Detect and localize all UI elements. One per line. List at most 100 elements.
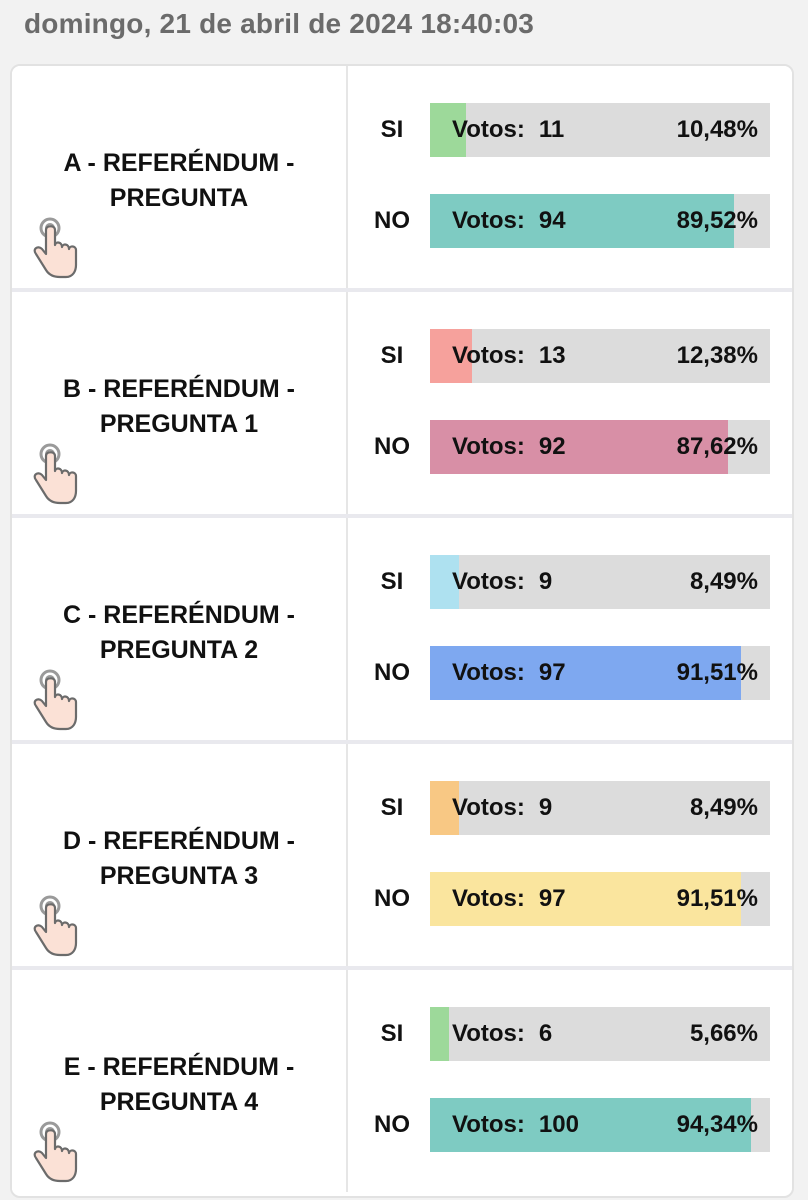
question-title-line2: PREGUNTA 1: [99, 410, 259, 438]
votes-text-no: Votos: 100: [452, 1098, 579, 1152]
result-bar-fill-si: [430, 555, 459, 609]
result-bar-fill-si: [430, 103, 466, 157]
tap-hand-icon[interactable]: [26, 668, 80, 732]
card-divider: [12, 740, 792, 744]
question-title-cell[interactable]: B - REFERÉNDUM - PREGUNTA 1: [12, 292, 348, 514]
option-label-si: SI: [380, 1020, 404, 1047]
question-title-line1: A - REFERÉNDUM -: [63, 149, 295, 177]
option-label-si: SI: [380, 568, 404, 595]
votes-label: Votos:: [452, 116, 525, 143]
tap-hand-icon[interactable]: [26, 1120, 80, 1184]
result-bar-fill-no: [430, 194, 735, 248]
percent-no: 91,51%: [676, 659, 758, 686]
result-bar-si: Votos: 11 10,48%: [430, 103, 770, 157]
votes-count-si: 9: [538, 568, 553, 595]
votes-label: Votos:: [452, 568, 525, 595]
votes-count-si: 11: [538, 116, 565, 143]
result-bar-no: Votos: 97 91,51%: [430, 872, 770, 926]
question-title-cell[interactable]: E - REFERÉNDUM - PREGUNTA 4: [12, 970, 348, 1192]
question-card[interactable]: A - REFERÉNDUM - PREGUNTA SI Votos: 11 10…: [12, 66, 792, 288]
votes-label: Votos:: [452, 1111, 525, 1138]
percent-no: 94,34%: [676, 1111, 758, 1138]
votes-count-no: 100: [538, 1111, 579, 1138]
result-bar-si: Votos: 13 12,38%: [430, 329, 770, 383]
question-card[interactable]: D - REFERÉNDUM - PREGUNTA 3 SI Votos: 9 8…: [12, 744, 792, 966]
results-panel: A - REFERÉNDUM - PREGUNTA SI Votos: 11 10…: [10, 64, 794, 1198]
question-title-line1: B - REFERÉNDUM -: [63, 375, 295, 403]
votes-label: Votos:: [452, 1020, 525, 1047]
votes-text-no: Votos: 94: [452, 194, 566, 248]
result-bar-no: Votos: 100 94,34%: [430, 1098, 770, 1152]
percent-si: 10,48%: [676, 116, 758, 143]
card-divider: [12, 966, 792, 970]
result-bar-fill-no: [430, 420, 728, 474]
question-card[interactable]: B - REFERÉNDUM - PREGUNTA 1 SI Votos: 13 …: [12, 292, 792, 514]
question-title-line2: PREGUNTA: [109, 184, 249, 212]
question-title-line2: PREGUNTA 3: [99, 862, 259, 890]
percent-si: 5,66%: [689, 1020, 758, 1047]
votes-label: Votos:: [452, 794, 525, 821]
card-divider: [12, 288, 792, 292]
votes-text-no: Votos: 97: [452, 872, 566, 926]
option-label-no: NO: [374, 885, 410, 912]
question-title: E - REFERÉNDUM - PREGUNTA 4: [12, 1050, 346, 1120]
datetime-label: domingo, 21 de abril de 2024 18:40:03: [24, 8, 535, 39]
question-title-cell[interactable]: A - REFERÉNDUM - PREGUNTA: [12, 66, 348, 288]
votes-label: Votos:: [452, 885, 525, 912]
percent-no: 91,51%: [676, 885, 758, 912]
votes-count-no: 92: [538, 433, 566, 460]
option-label-no: NO: [374, 433, 410, 460]
result-bar-no: Votos: 97 91,51%: [430, 646, 770, 700]
percent-no: 87,62%: [676, 433, 758, 460]
question-card[interactable]: E - REFERÉNDUM - PREGUNTA 4 SI Votos: 6 5…: [12, 970, 792, 1192]
question-title: D - REFERÉNDUM - PREGUNTA 3: [12, 824, 346, 894]
result-bar-si: Votos: 9 8,49%: [430, 555, 770, 609]
tap-hand-icon[interactable]: [26, 442, 80, 506]
question-title-line2: PREGUNTA 4: [99, 1088, 259, 1116]
votes-count-no: 97: [538, 885, 566, 912]
result-bar-no: Votos: 94 89,52%: [430, 194, 770, 248]
option-label-no: NO: [374, 1111, 410, 1138]
percent-no: 89,52%: [676, 207, 758, 234]
votes-text-no: Votos: 92: [452, 420, 566, 474]
votes-count-no: 94: [538, 207, 566, 234]
question-title-cell[interactable]: D - REFERÉNDUM - PREGUNTA 3: [12, 744, 348, 966]
votes-text-si: Votos: 9: [452, 555, 552, 609]
percent-si: 8,49%: [689, 794, 758, 821]
votes-text-si: Votos: 11: [452, 103, 564, 157]
result-bar-no: Votos: 92 87,62%: [430, 420, 770, 474]
votes-count-no: 97: [538, 659, 566, 686]
question-card[interactable]: C - REFERÉNDUM - PREGUNTA 2 SI Votos: 9 8…: [12, 518, 792, 740]
result-bar-si: Votos: 9 8,49%: [430, 781, 770, 835]
card-divider: [12, 514, 792, 518]
option-label-si: SI: [380, 116, 404, 143]
votes-label: Votos:: [452, 342, 525, 369]
result-bar-fill-si: [430, 329, 473, 383]
tap-hand-icon[interactable]: [26, 894, 80, 958]
header-bar: domingo, 21 de abril de 2024 18:40:03: [0, 0, 808, 60]
votes-count-si: 13: [538, 342, 566, 369]
question-title: B - REFERÉNDUM - PREGUNTA 1: [12, 372, 346, 442]
result-bar-si: Votos: 6 5,66%: [430, 1007, 770, 1061]
votes-text-si: Votos: 13: [452, 329, 566, 383]
option-label-no: NO: [374, 659, 410, 686]
tap-hand-icon[interactable]: [26, 216, 80, 280]
result-bar-fill-no: [430, 872, 742, 926]
votes-label: Votos:: [452, 207, 525, 234]
votes-label: Votos:: [452, 659, 525, 686]
option-label-si: SI: [380, 342, 404, 369]
question-title: C - REFERÉNDUM - PREGUNTA 2: [12, 598, 346, 668]
percent-si: 12,38%: [676, 342, 758, 369]
votes-count-si: 9: [538, 794, 553, 821]
question-title-line2: PREGUNTA 2: [99, 636, 259, 664]
question-title: A - REFERÉNDUM - PREGUNTA: [12, 146, 346, 216]
question-title-line1: D - REFERÉNDUM -: [63, 827, 295, 855]
votes-text-no: Votos: 97: [452, 646, 566, 700]
option-label-si: SI: [380, 794, 404, 821]
question-title-cell[interactable]: C - REFERÉNDUM - PREGUNTA 2: [12, 518, 348, 740]
result-bar-fill-no: [430, 1098, 751, 1152]
result-bar-fill-no: [430, 646, 742, 700]
question-title-line1: C - REFERÉNDUM -: [63, 601, 295, 629]
result-bar-fill-si: [430, 1007, 450, 1061]
question-title-line1: E - REFERÉNDUM -: [63, 1053, 295, 1081]
